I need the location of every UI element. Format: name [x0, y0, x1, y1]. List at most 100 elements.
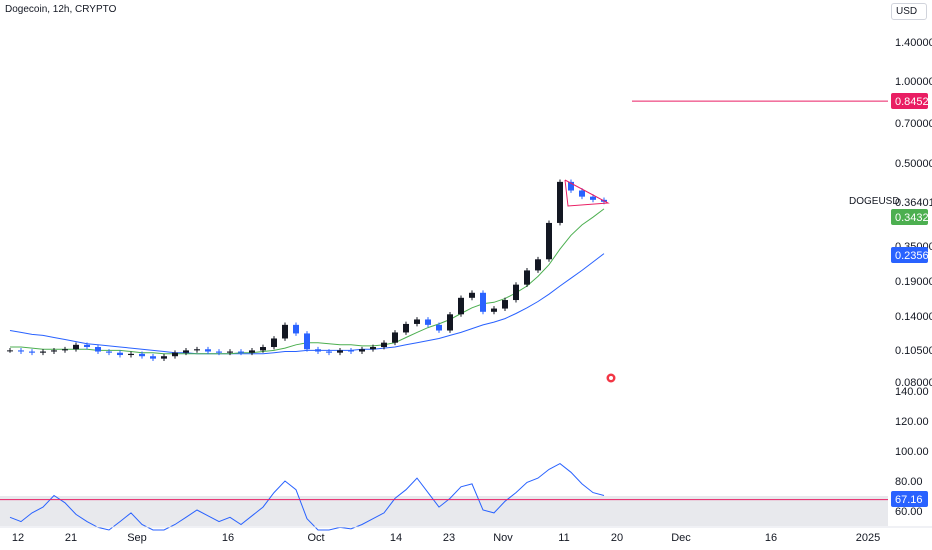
time-tick-label: Oct — [307, 532, 324, 544]
candle-body — [348, 350, 354, 352]
candle-body — [73, 344, 79, 350]
candle-body — [128, 353, 134, 356]
candle-body — [260, 347, 266, 351]
price-tick-label: 0.14000 — [895, 311, 932, 323]
candle-body — [557, 181, 563, 223]
price-tick-label: 1.40000 — [895, 37, 932, 49]
candle-body — [51, 350, 57, 352]
candle-body — [282, 324, 288, 339]
price-badge-text: 0.84520 — [895, 96, 932, 108]
time-tick-label: Sep — [127, 532, 147, 544]
price-tick-label: 0.70000 — [895, 118, 932, 130]
candle-body — [469, 292, 475, 298]
price-badges: 0.84520 0.34329 0.23569 67.16 — [891, 93, 932, 507]
candle-body — [403, 323, 409, 333]
candle-body — [18, 350, 24, 352]
time-tick-label: 16 — [765, 532, 777, 544]
candle-body — [370, 347, 376, 350]
candle-body — [117, 352, 123, 356]
candle-body — [139, 353, 145, 357]
candle-body — [414, 319, 420, 324]
candle-body — [579, 190, 585, 197]
rsi-tick-label: 120.00 — [895, 416, 929, 428]
time-tick-label: 14 — [390, 532, 402, 544]
currency-selector[interactable]: USD — [891, 3, 927, 20]
candle-body — [326, 351, 332, 353]
candle-body — [304, 333, 310, 350]
candle-body — [535, 259, 541, 271]
time-tick-label: 21 — [65, 532, 77, 544]
time-tick-label: 2025 — [856, 532, 880, 544]
price-tick-label: 1.00000 — [895, 76, 932, 88]
time-tick-label: 23 — [443, 532, 455, 544]
price-badge-text: 67.16 — [895, 494, 923, 506]
candle-body — [106, 351, 112, 353]
time-axis[interactable]: 12 21 Sep 16 Oct 14 23 Nov 11 20 Dec 16 2025 — [0, 526, 932, 544]
overlay-layer — [564, 100, 888, 384]
candle-body — [150, 356, 156, 359]
candle-body — [392, 332, 398, 343]
candle-body — [458, 297, 464, 315]
price-badge — [891, 247, 928, 263]
price-axis[interactable]: 1.400001.000000.700000.500000.364010.350… — [895, 37, 932, 518]
price-badge-text: 0.34329 — [895, 212, 932, 224]
candle-body — [502, 300, 508, 309]
candle-body — [359, 349, 365, 352]
price-badge — [891, 209, 928, 225]
candle-body — [447, 314, 453, 331]
rsi-line — [9, 463, 605, 531]
candles-layer — [7, 179, 607, 362]
candle-body — [293, 324, 299, 334]
candle-body — [480, 292, 486, 312]
candle-body — [381, 342, 387, 348]
price-tick-label: 0.19000 — [895, 276, 932, 288]
time-tick-label: 20 — [611, 532, 623, 544]
candle-body — [84, 344, 90, 348]
rsi-tick-label: 100.00 — [895, 446, 929, 458]
candle-body — [205, 349, 211, 352]
candle-body — [491, 308, 497, 312]
price-badge — [891, 93, 928, 109]
price-tick-label: 0.36401 — [895, 197, 932, 209]
candle-body — [29, 351, 35, 353]
candle-body — [7, 350, 13, 352]
price-tick-label: 0.50000 — [895, 158, 932, 170]
price-tick-label: 0.10500 — [895, 345, 932, 357]
price-tick-label: 0.08000 — [895, 377, 932, 389]
candle-body — [590, 196, 596, 200]
candle-body — [62, 349, 68, 351]
candle-body — [227, 351, 233, 353]
rsi-tick-label: 140.00 — [895, 386, 929, 398]
candle-body — [161, 356, 167, 359]
time-tick-label: 12 — [12, 532, 24, 544]
candle-body — [513, 284, 519, 301]
candle-body — [216, 351, 222, 353]
candle-body — [425, 319, 431, 325]
symbol-label: DOGEUSD — [849, 196, 900, 207]
time-tick-label: Dec — [671, 532, 691, 544]
time-tick-label: 16 — [222, 532, 234, 544]
candle-body — [337, 350, 343, 353]
candle-body — [315, 349, 321, 352]
rsi-tick-label: 60.00 — [895, 506, 923, 518]
rsi-tick-label: 80.00 — [895, 476, 923, 488]
candle-body — [172, 352, 178, 357]
time-tick-label: Nov — [493, 532, 513, 544]
candle-body — [249, 350, 255, 353]
candle-body — [238, 351, 244, 353]
candle-body — [524, 270, 530, 285]
candle-body — [194, 349, 200, 351]
triangle-pattern — [564, 179, 610, 207]
rsi-band — [0, 496, 888, 526]
candle-body — [436, 324, 442, 331]
series-layer — [0, 208, 888, 531]
candle-body — [546, 222, 552, 260]
candle-body — [40, 351, 46, 353]
time-tick-label: 11 — [558, 532, 569, 544]
chart-title: Dogecoin, 12h, CRYPTO — [5, 4, 117, 15]
candle-body — [95, 347, 101, 352]
flag-icon-center — [609, 376, 613, 380]
price-badge — [891, 491, 928, 507]
candle-body — [183, 350, 189, 353]
